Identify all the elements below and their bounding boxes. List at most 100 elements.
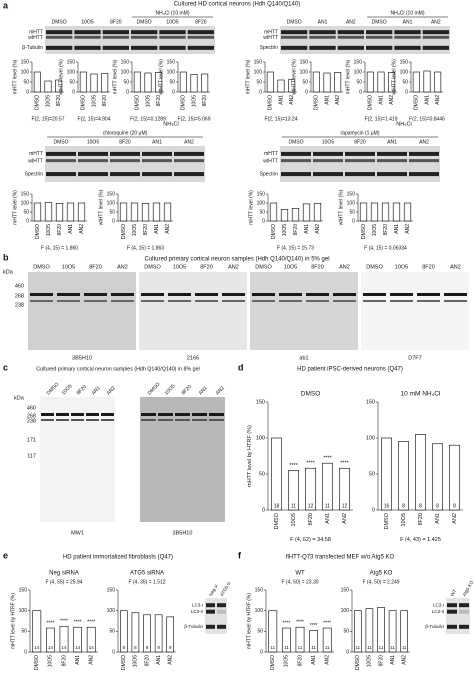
lane-label: DMSO <box>289 139 304 145</box>
lane-label: AN2 <box>431 19 441 25</box>
category-label: 8F20 <box>418 513 424 526</box>
stat-label: F (4, 50) = 2.249 <box>362 579 399 585</box>
category-label: 8F20 <box>202 95 208 107</box>
band <box>78 172 108 177</box>
y-tick-label: 100 <box>256 435 265 441</box>
bar <box>155 72 163 93</box>
bar <box>302 203 311 222</box>
bar <box>59 626 69 653</box>
band <box>279 293 302 296</box>
marker-label: 268 <box>27 413 36 419</box>
band <box>57 293 80 296</box>
band <box>141 413 156 416</box>
panel-title: HD patient iPSC-derived neurons (Q47) <box>297 367 403 373</box>
band <box>131 35 158 39</box>
band <box>131 30 158 35</box>
panel-label: c <box>3 362 8 372</box>
lane-label: 8F20 <box>89 264 102 270</box>
y-tick-label: 0 <box>126 89 129 95</box>
lane-label: DMSO <box>46 381 61 396</box>
bar <box>77 202 86 222</box>
lane-label: 8F20 <box>354 139 366 145</box>
band <box>281 172 311 177</box>
bar <box>271 437 282 511</box>
category-label: AN1 <box>156 655 162 665</box>
bar <box>163 202 172 222</box>
band <box>110 172 140 177</box>
y-axis-label: mHTT level by HTRF (%) <box>247 425 253 487</box>
band <box>363 300 386 302</box>
y-tick-label: 150 <box>300 59 309 65</box>
bar <box>282 627 291 653</box>
y-tick-label: 50 <box>123 79 129 85</box>
y-axis-label: mHTT level by HTRF (%) <box>246 593 252 649</box>
y-tick-label: 150 <box>254 59 263 65</box>
y-tick-label: 0 <box>260 649 263 655</box>
band <box>206 603 215 608</box>
bar <box>323 72 331 93</box>
category-label: AN2 <box>335 95 341 105</box>
category-label: 8F20 <box>57 224 63 236</box>
category-label: 10O5 <box>291 513 297 526</box>
bar <box>152 202 161 222</box>
category-label: DMSO <box>384 512 390 529</box>
category-label: DMSO <box>35 224 41 239</box>
category-label: AN1 <box>154 224 160 234</box>
y-tick-label: 150 <box>121 59 130 65</box>
panel-label: d <box>238 362 244 372</box>
band-label: LC3-I <box>433 602 444 607</box>
y-tick-label: 150 <box>21 59 30 65</box>
y-tick-label: 0 <box>72 89 75 95</box>
antibody-label: D7F7 <box>408 355 421 361</box>
category-label: AN1 <box>325 513 331 524</box>
bar <box>322 627 332 653</box>
category-label: AN2 <box>89 655 95 665</box>
band-label: β-Tubulin <box>425 624 444 629</box>
lane-label: AN2 <box>215 385 226 396</box>
bar <box>412 71 420 93</box>
stat-label: F (4, 15) = 1.860 <box>41 245 78 251</box>
category-label: 10O5 <box>133 655 139 667</box>
bar <box>144 72 152 93</box>
y-axis-label: mHTT level (%) <box>12 190 18 225</box>
bar <box>280 209 289 222</box>
band-label: wtHTT <box>28 158 43 164</box>
band <box>174 172 204 177</box>
category-label: 10O5 <box>401 513 407 526</box>
marker-label: 117 <box>27 453 36 459</box>
lane-label: AN1 <box>198 385 209 396</box>
significance: **** <box>296 620 304 626</box>
bar <box>403 202 412 222</box>
lane-label: DMSO <box>144 264 161 270</box>
lane-label: DMSO <box>287 19 302 25</box>
band <box>281 159 311 163</box>
bar <box>130 202 139 222</box>
n-label: 11 <box>291 503 296 509</box>
bar <box>33 202 42 222</box>
band <box>175 413 190 416</box>
y-tick-label: 0 <box>372 507 375 513</box>
significance: **** <box>310 623 318 629</box>
lane-label: 10O5 <box>61 383 74 396</box>
band <box>78 151 108 156</box>
band <box>101 413 114 416</box>
category-label: 8F20 <box>293 224 299 236</box>
band <box>390 300 413 302</box>
panel-label: a <box>3 0 9 10</box>
n-label: 11 <box>325 503 330 509</box>
category-label: AN2 <box>402 655 408 665</box>
band <box>86 419 99 421</box>
band <box>345 172 375 177</box>
band <box>46 172 76 177</box>
band <box>309 35 336 39</box>
band <box>444 293 467 296</box>
lane-label: DMSO <box>366 264 383 270</box>
chart-title: 10 mM NH₄Cl <box>401 391 441 398</box>
significance: **** <box>323 456 332 462</box>
n-label: 18 <box>274 503 280 509</box>
category-label: 8F20 <box>102 95 108 107</box>
lane-label: AN2 <box>419 139 429 145</box>
significance: **** <box>340 461 349 467</box>
y-tick-label: 0 <box>352 218 355 224</box>
n-label: 11 <box>311 645 316 650</box>
